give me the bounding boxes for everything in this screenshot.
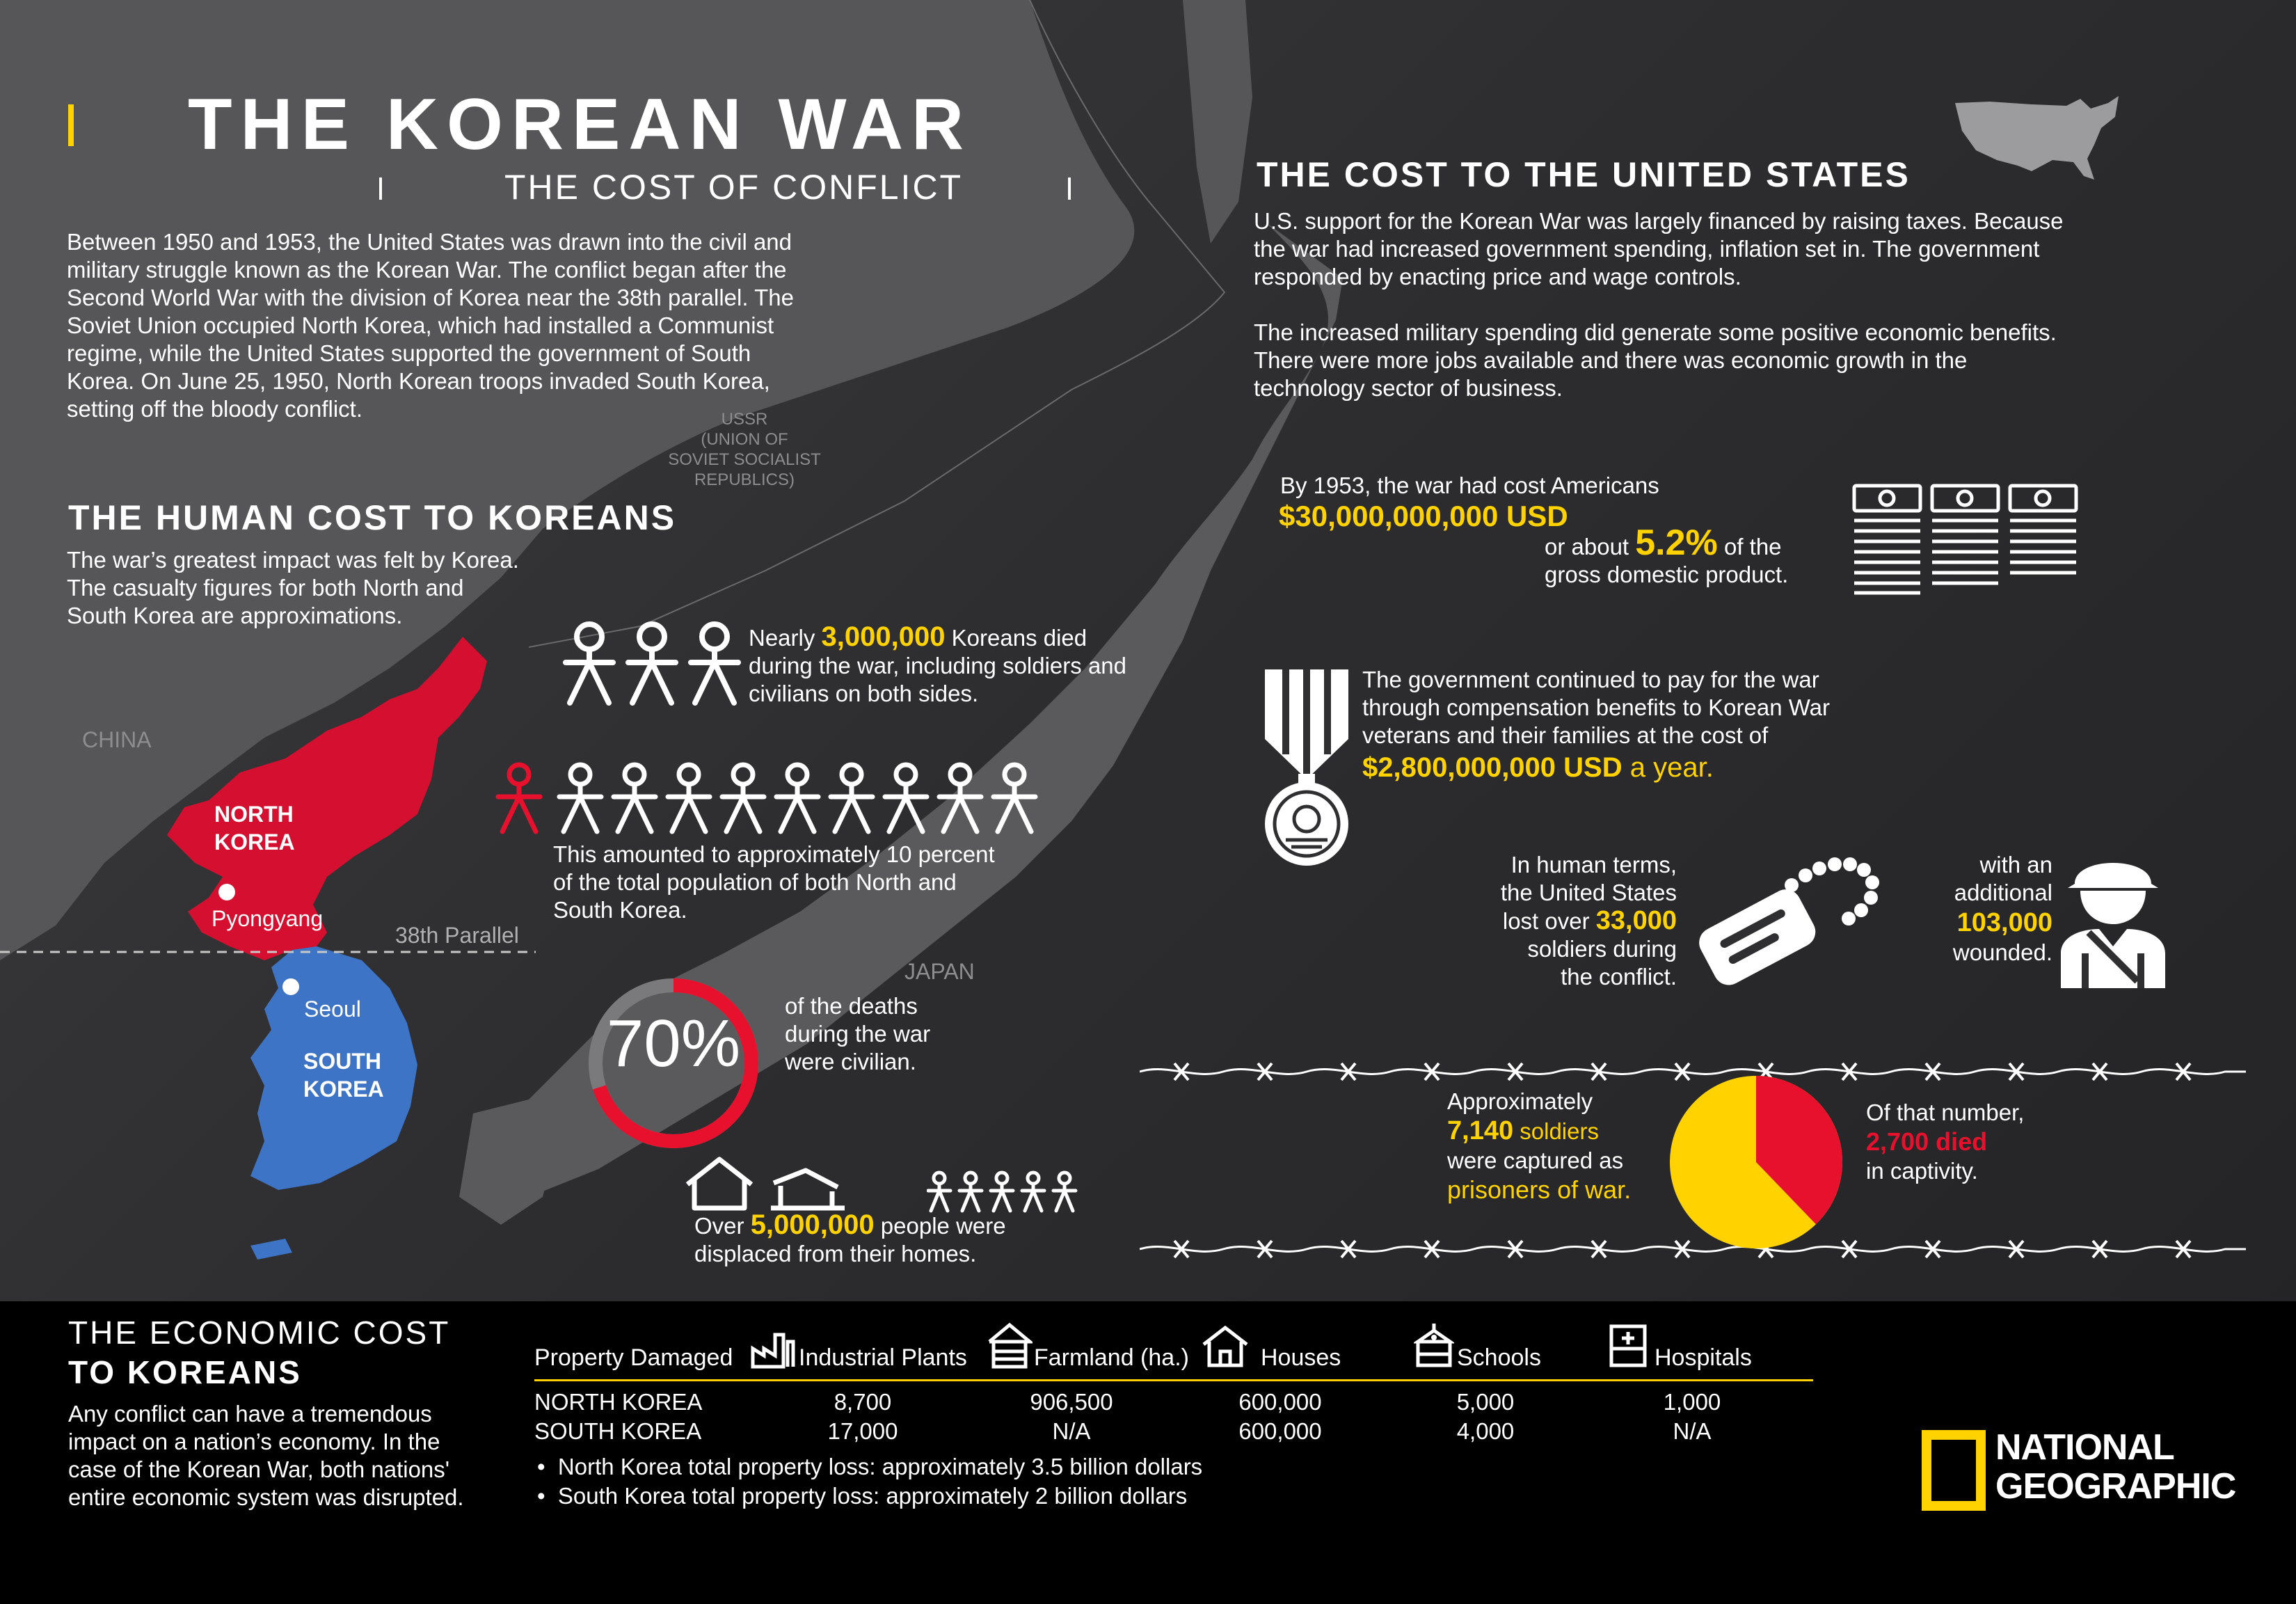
population-statement: This amounted to approximately 10 percen… — [553, 841, 995, 923]
factory-icon — [751, 1333, 795, 1369]
pyongyang-label: Pyongyang — [212, 906, 324, 931]
table-cell: 17,000 — [827, 1418, 898, 1444]
economic-heading-line2: TO KOREANS — [68, 1354, 302, 1390]
deaths-value: 3,000,000 — [821, 621, 946, 652]
three-people-icon — [563, 621, 741, 706]
pow-pie-died — [1756, 1076, 1842, 1225]
natgeo-logo-frame — [1922, 1430, 1986, 1511]
subtitle-left-tick — [379, 177, 382, 200]
war-cost-value: $30,000,000,000 USD — [1279, 500, 1568, 532]
north-korea-label: NORTH KOREA — [214, 802, 295, 855]
col-schools: Schools — [1457, 1344, 1541, 1371]
background-map — [0, 0, 1343, 1260]
asia-landmass — [0, 0, 1135, 960]
table-cell: 4,000 — [1456, 1418, 1515, 1444]
displaced-statement: Over 5,000,000 people were displaced fro… — [694, 1209, 1006, 1266]
deaths-statement: Nearly 3,000,000 Koreans died during the… — [749, 621, 1127, 706]
pow-value: 7,140 — [1447, 1116, 1514, 1145]
north-korea-shape — [167, 637, 487, 960]
wounded-value: 103,000 — [1956, 908, 2052, 937]
japan-islands — [487, 223, 1343, 1197]
cost-line1: By 1953, the war had cost Americans — [1280, 473, 1659, 498]
south-korea-label: SOUTH KOREA — [303, 1049, 384, 1102]
soldiers-lost-statement: In human terms, the United States lost o… — [1500, 852, 1677, 990]
pow-died-statement: Of that number, 2,700 died in captivity. — [1866, 1099, 2025, 1184]
farmland-icon — [988, 1322, 1033, 1369]
natgeo-logo-text: NATIONAL GEOGRAPHIC — [1995, 1427, 2236, 1507]
col-farmland: Farmland (ha.) — [1034, 1344, 1189, 1371]
pow-pie-chart — [1670, 1076, 1842, 1248]
col-houses: Houses — [1261, 1344, 1341, 1371]
japan-label: JAPAN — [904, 959, 975, 984]
seoul-dot — [282, 978, 299, 995]
ussr-label: USSR (UNION OF SOVIET SOCIALIST REPUBLICS) — [668, 410, 821, 489]
usa-map-icon — [1955, 96, 2119, 180]
civilian-percent: 70% — [606, 1006, 741, 1081]
school-icon — [1414, 1324, 1454, 1367]
seoul-label: Seoul — [304, 996, 361, 1022]
gdp-statement: or about 5.2% of the gross domestic prod… — [1545, 523, 1789, 587]
pow-statement: Approximately 7,140 soldiers were captur… — [1447, 1088, 1632, 1204]
south-korea-shape — [250, 946, 417, 1190]
wounded-statement: with an additional 103,000 wounded. — [1879, 851, 2052, 967]
barbed-wire-bottom — [1140, 1239, 2246, 1259]
human-cost-heading: THE HUMAN COST TO KOREANS — [68, 498, 677, 537]
col-industrial: Industrial Plants — [799, 1344, 967, 1371]
economic-heading-line1: THE ECONOMIC COST — [68, 1315, 451, 1351]
small-people-icon — [927, 1170, 1078, 1213]
house-icon — [1202, 1325, 1248, 1367]
table-cell: 600,000 — [1238, 1418, 1322, 1444]
destroyed-houses-icon — [685, 1157, 845, 1211]
ten-people-icon — [495, 762, 1038, 834]
human-cost-intro: The war’s greatest impact was felt by Ko… — [67, 547, 519, 628]
intro-paragraph: Between 1950 and 1953, the United States… — [67, 229, 794, 422]
page-title: THE KOREAN WAR — [188, 84, 973, 165]
kyushu-island — [459, 1099, 557, 1225]
table-cell: 5,000 — [1456, 1389, 1515, 1415]
barbed-wire-top — [1140, 1062, 2246, 1081]
table-cell: 600,000 — [1238, 1389, 1322, 1415]
footer-panel — [0, 1301, 2296, 1604]
table-cell: 1,000 — [1663, 1389, 1721, 1415]
table-cell: 8,700 — [834, 1389, 892, 1415]
hospital-icon — [1609, 1324, 1647, 1367]
civilian-donut-arc — [589, 978, 758, 1148]
table-cell: 906,500 — [1030, 1389, 1113, 1415]
dog-tags-icon — [1699, 857, 1879, 985]
medal-icon — [1265, 669, 1348, 866]
bullet-south-loss: • South Korea total property loss: appro… — [537, 1483, 1188, 1509]
gdp-value: 5.2% — [1635, 523, 1718, 563]
displaced-value: 5,000,000 — [750, 1209, 875, 1240]
civilian-statement: of the deaths during the war were civilian… — [785, 993, 931, 1074]
subtitle-right-tick — [1068, 177, 1071, 200]
col-hospitals: Hospitals — [1655, 1344, 1752, 1371]
civilian-donut-chart — [589, 978, 758, 1148]
china-label: CHINA — [82, 727, 152, 752]
us-cost-para1: U.S. support for the Korean War was larg… — [1254, 208, 2064, 289]
money-stack-icon — [1852, 484, 2078, 595]
benefits-value: $2,800,000,000 USD — [1362, 752, 1623, 783]
bullet-north-loss: • North Korea total property loss: appro… — [537, 1454, 1203, 1479]
table-divider — [534, 1379, 1813, 1381]
page-subtitle: THE COST OF CONFLICT — [504, 168, 964, 207]
table-cell: N/A — [1673, 1418, 1712, 1444]
table-cell: N/A — [1052, 1418, 1091, 1444]
table-row-header: Property Damaged — [534, 1344, 733, 1371]
pow-died-value: 2,700 died — [1866, 1127, 1988, 1156]
pyongyang-dot — [218, 884, 235, 900]
row-label-south: SOUTH KOREA — [534, 1418, 702, 1444]
sakhalin-island — [1183, 0, 1252, 244]
title-accent-bar — [68, 104, 74, 146]
soldiers-lost-value: 33,000 — [1595, 906, 1677, 935]
row-label-north: NORTH KOREA — [534, 1389, 703, 1415]
benefits-statement: The government continued to pay for the … — [1362, 667, 1831, 783]
us-cost-para2: The increased military spending did gene… — [1254, 319, 2057, 401]
wounded-soldier-icon — [2061, 863, 2165, 988]
us-cost-heading: THE COST TO THE UNITED STATES — [1257, 155, 1911, 194]
economic-paragraph: Any conflict can have a tremendous impact… — [68, 1401, 464, 1510]
parallel-label: 38th Parallel — [395, 923, 519, 948]
jeju-island — [250, 1239, 292, 1260]
